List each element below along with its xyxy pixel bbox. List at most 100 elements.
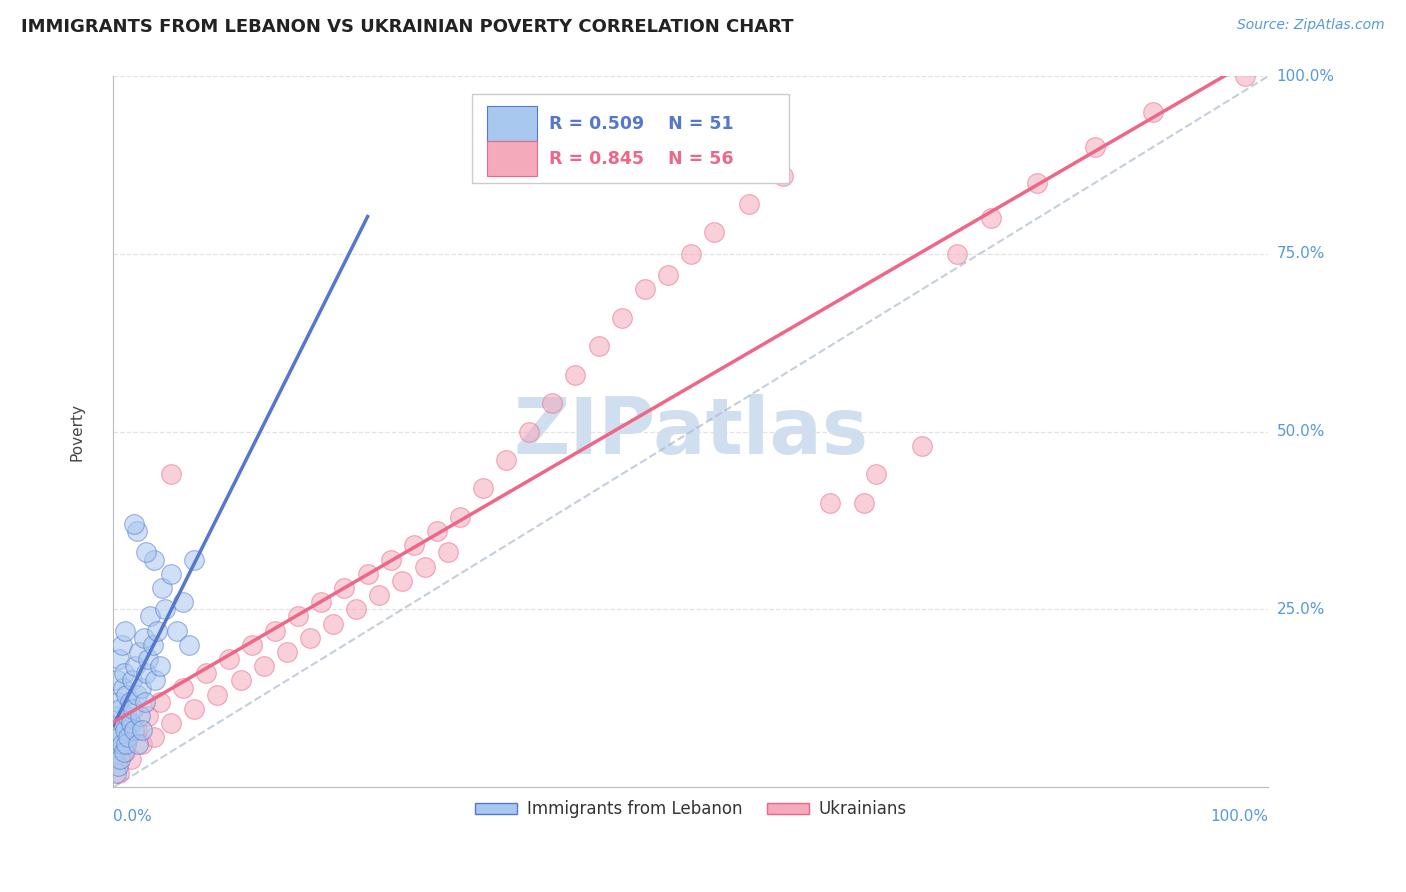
Point (472, 482, 495, 496)
Point (139, 609, 162, 624)
Point (1026, 176, 1049, 190)
Point (287, 609, 309, 624)
Point (117, 731, 139, 745)
Point (136, 652, 159, 666)
Point (125, 723, 148, 738)
Point (1084, 140, 1107, 154)
Point (657, 268, 679, 282)
Point (166, 624, 188, 638)
Point (136, 709, 159, 723)
Point (122, 702, 145, 716)
Point (114, 745, 136, 759)
Text: 75.0%: 75.0% (1277, 246, 1324, 261)
Point (1142, 104, 1164, 119)
Point (160, 716, 183, 731)
Point (110, 702, 132, 716)
Text: 0.0%: 0.0% (114, 808, 152, 823)
Point (112, 745, 135, 759)
Text: IMMIGRANTS FROM LEBANON VS UKRAINIAN POVERTY CORRELATION CHART: IMMIGRANTS FROM LEBANON VS UKRAINIAN POV… (21, 18, 793, 36)
Point (149, 659, 172, 673)
Point (104, 766, 127, 780)
Point (240, 638, 263, 652)
Point (114, 723, 136, 738)
Point (177, 638, 200, 652)
Point (142, 731, 165, 745)
Point (107, 759, 129, 773)
Legend: Immigrants from Lebanon, Ukrainians: Immigrants from Lebanon, Ukrainians (468, 794, 914, 825)
Point (1234, 69, 1257, 83)
Point (368, 588, 391, 602)
Point (517, 425, 540, 439)
Point (172, 595, 194, 609)
Point (229, 673, 252, 688)
Point (149, 695, 172, 709)
Point (311, 595, 333, 609)
Point (911, 439, 934, 453)
Point (945, 247, 967, 261)
Text: ZIPatlas: ZIPatlas (513, 393, 869, 469)
Point (108, 652, 131, 666)
Text: 100.0%: 100.0% (1211, 808, 1268, 823)
Point (110, 638, 132, 652)
Point (110, 738, 132, 752)
Point (143, 673, 166, 688)
Point (183, 702, 205, 716)
Point (194, 666, 217, 681)
Point (738, 197, 761, 211)
Point (107, 695, 129, 709)
Point (115, 738, 138, 752)
Point (155, 602, 177, 616)
Point (322, 616, 344, 631)
FancyBboxPatch shape (486, 106, 537, 141)
Point (426, 524, 449, 538)
Point (110, 752, 132, 766)
Text: 100.0%: 100.0% (1277, 69, 1334, 84)
Point (172, 681, 194, 695)
Point (146, 624, 169, 638)
Point (818, 496, 841, 510)
Point (135, 545, 157, 559)
Point (124, 659, 146, 673)
Point (122, 516, 145, 531)
Point (131, 738, 153, 752)
FancyBboxPatch shape (486, 141, 537, 176)
Point (588, 339, 610, 353)
Point (437, 545, 460, 559)
Point (703, 226, 725, 240)
Point (104, 745, 127, 759)
Point (118, 695, 141, 709)
Text: Source: ZipAtlas.com: Source: ZipAtlas.com (1237, 18, 1385, 32)
Point (142, 552, 165, 566)
Point (276, 645, 298, 659)
Text: R = 0.509    N = 51: R = 0.509 N = 51 (548, 114, 734, 133)
Point (121, 673, 143, 688)
Point (129, 709, 152, 723)
Point (380, 552, 402, 566)
Point (160, 566, 183, 581)
Point (183, 552, 205, 566)
Point (634, 282, 657, 296)
Point (402, 538, 425, 552)
Point (117, 709, 139, 723)
Point (142, 638, 165, 652)
Point (115, 688, 138, 702)
Point (129, 681, 152, 695)
Point (980, 211, 1002, 226)
Point (120, 752, 142, 766)
Point (105, 673, 128, 688)
Point (541, 396, 564, 410)
Point (610, 310, 633, 325)
Point (108, 766, 131, 780)
Point (564, 368, 586, 382)
Point (333, 581, 356, 595)
Point (104, 709, 127, 723)
Text: 50.0%: 50.0% (1277, 424, 1324, 439)
Point (298, 631, 321, 645)
Point (132, 631, 155, 645)
Point (120, 716, 142, 731)
Point (495, 453, 517, 467)
Point (105, 723, 128, 738)
Point (391, 574, 413, 588)
Point (134, 695, 156, 709)
Point (415, 559, 437, 574)
